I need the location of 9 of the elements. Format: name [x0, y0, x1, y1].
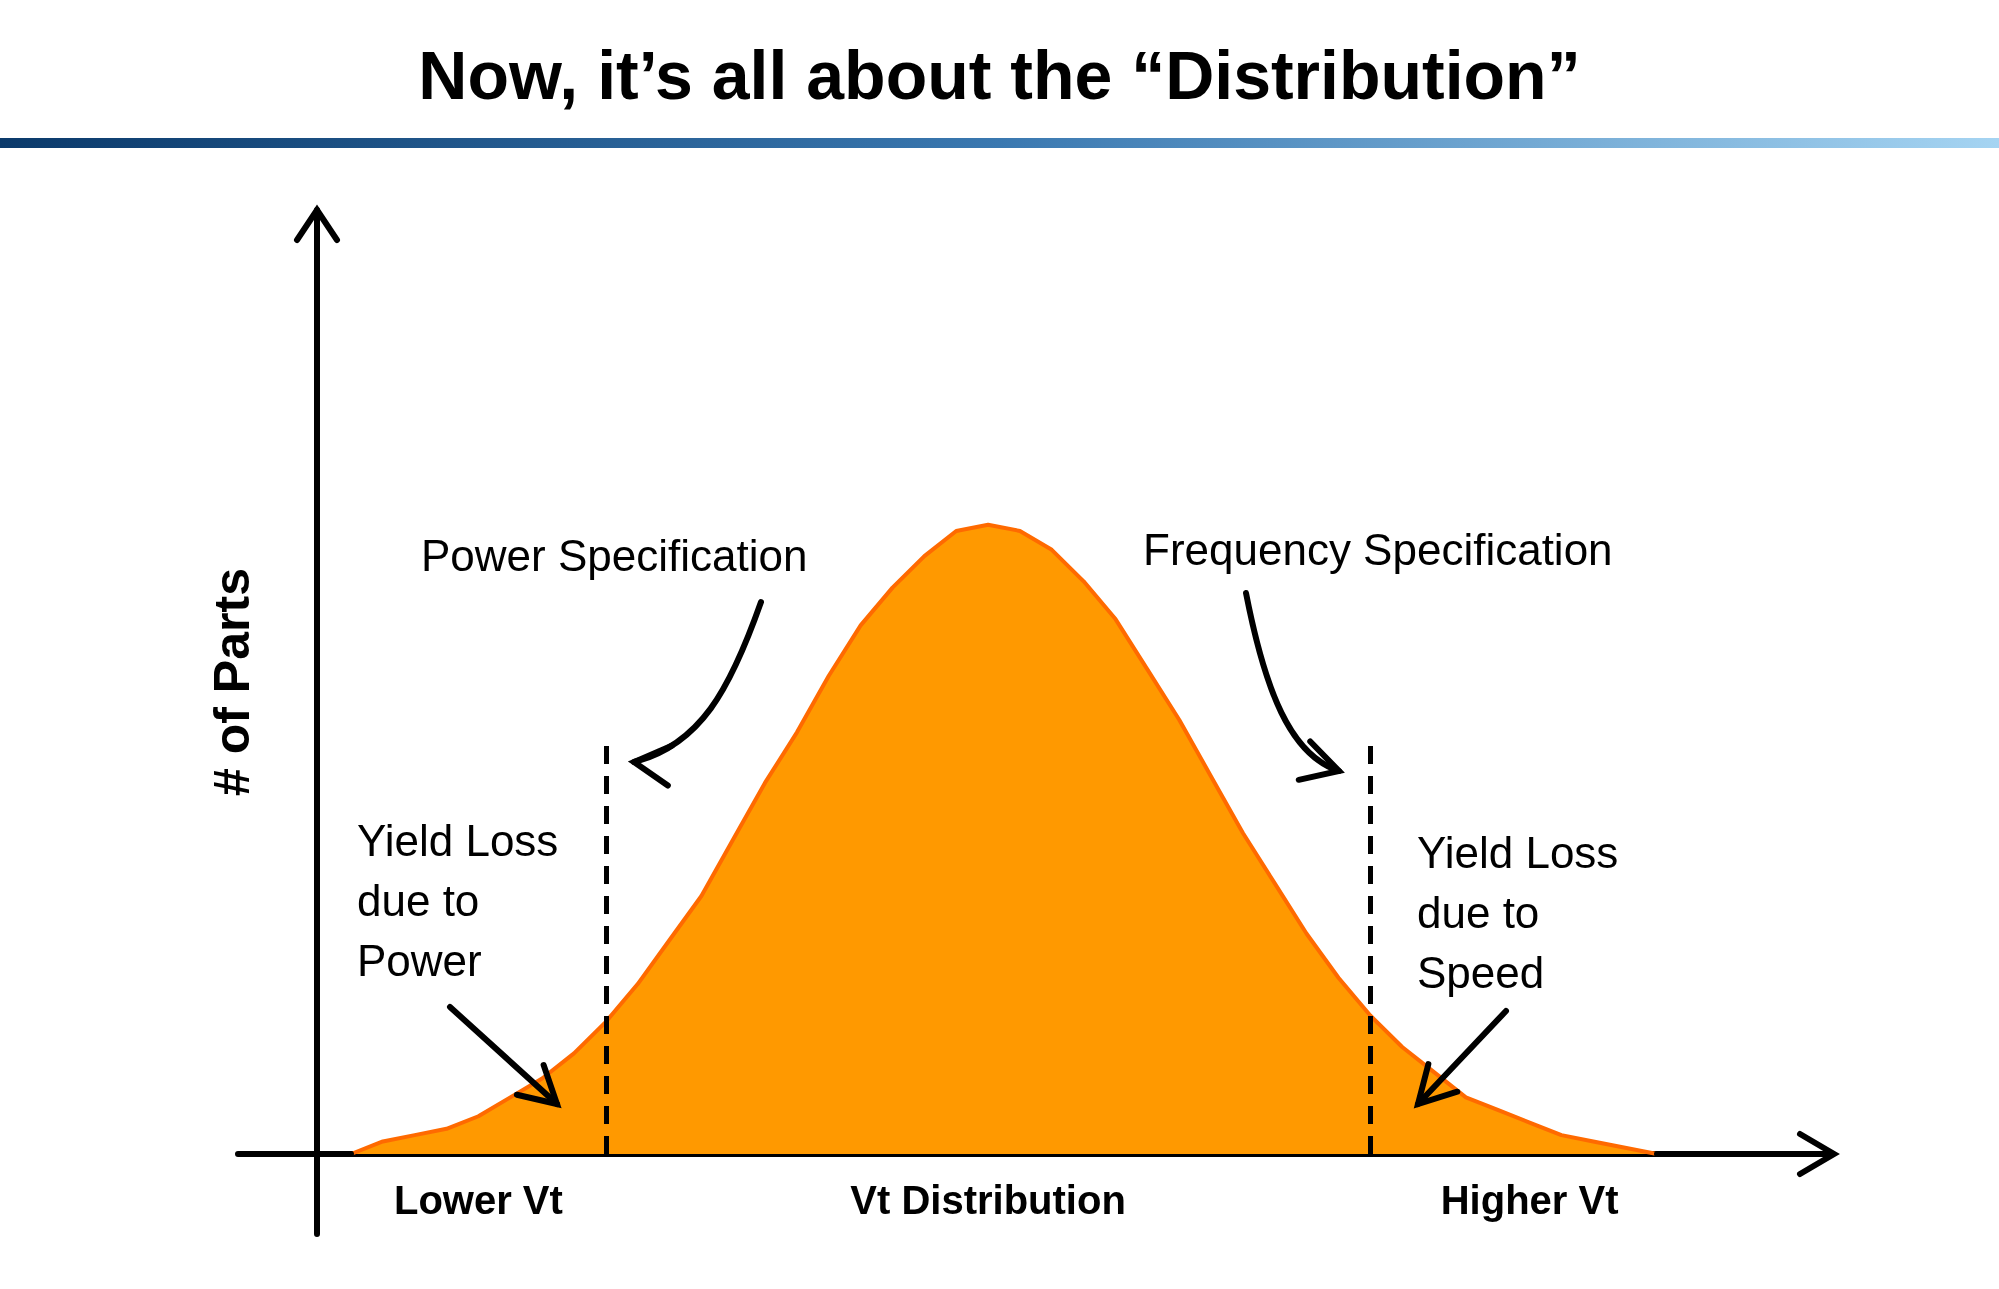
y-axis-title: # of Parts: [204, 568, 260, 796]
chart-title: Now, it’s all about the “Distribution”: [418, 37, 1581, 113]
annotation: Yield Loss due to Speed: [1417, 827, 1619, 997]
x-tick-label: Lower Vt: [393, 1178, 563, 1222]
annotation: Power Specification: [421, 530, 808, 580]
x-tick-label: Higher Vt: [1440, 1178, 1619, 1222]
annotation: Yield Loss due to Power: [357, 815, 559, 985]
annotation: Frequency Specification: [1143, 524, 1613, 574]
x-tick-label: Vt Distribution: [850, 1178, 1126, 1222]
